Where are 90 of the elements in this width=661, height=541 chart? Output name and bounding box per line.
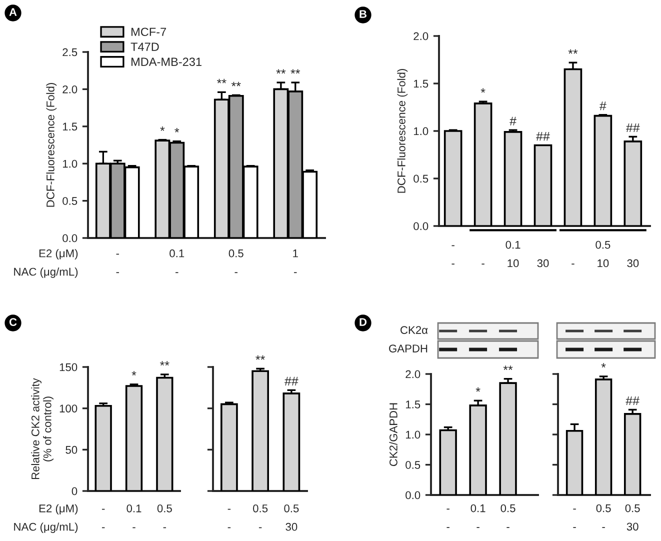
y-tick-label: 2.0: [406, 370, 420, 378]
legend-label: MCF-7: [132, 28, 166, 36]
data-label: *: [480, 88, 486, 93]
chart-title: A: [9, 8, 17, 16]
category-label: 0.5 -: [253, 504, 268, 528]
bar: [504, 131, 522, 226]
category-label: - -: [446, 508, 450, 528]
data-label: **: [503, 366, 513, 370]
y-axis-title: DCF-Fluorescence (Fold): [397, 69, 408, 193]
y-tick-label: 1.5: [414, 80, 428, 88]
chart-title: C: [9, 318, 17, 326]
data-label: **: [276, 69, 286, 74]
bar: [444, 130, 462, 226]
y-axis-title: DCF-Fluorescence (Fold): [46, 83, 57, 207]
legend-label: T47D: [130, 42, 159, 51]
data-label: ##: [284, 376, 298, 386]
y-tick-label: 50: [66, 446, 78, 454]
bar: [156, 376, 174, 491]
x-axis-title: E2 (μM) NAC (μg/mL): [14, 249, 78, 278]
x-tick-label: 30: [537, 259, 549, 268]
y-tick-label: 0.5: [414, 174, 428, 183]
category-label: 0.1 -: [126, 504, 142, 528]
category-label: 0.5 -: [500, 504, 516, 528]
y-tick-label: 0.5: [406, 461, 420, 469]
text: CK2α: [400, 326, 428, 334]
data-label: ##: [626, 123, 640, 132]
y-tick-label: 0.0: [406, 491, 420, 500]
legend-label: MDA-MB-231: [132, 58, 202, 66]
data-label: **: [160, 361, 170, 366]
data-label: *: [160, 126, 165, 131]
data-label: ##: [626, 396, 640, 406]
x-tick-label: 0.5 10: [596, 240, 610, 268]
bar: [469, 404, 487, 495]
x-tick-label: 0.1 10: [506, 240, 520, 268]
y-tick-label: 0.0: [62, 234, 78, 242]
y-tick-label: 2.0: [414, 32, 428, 40]
y-tick-label: 0.5: [62, 197, 78, 205]
y-tick-label: 1.0: [406, 430, 420, 439]
data-label: **: [217, 78, 226, 84]
bar: [534, 144, 552, 226]
text: GAPDH: [389, 344, 428, 352]
category-label: - -: [116, 254, 119, 274]
y-tick-label: 1.0: [62, 160, 78, 168]
x-tick-label: 0.5 30: [625, 504, 640, 531]
bar: [624, 140, 642, 226]
x-axis-title: E2 (μM) NAC (μg/mL): [14, 504, 78, 533]
x-tick-label: 0.5 30: [284, 504, 299, 531]
category-label: - -: [452, 245, 454, 265]
data-label: **: [231, 82, 241, 86]
category-label: 0.5 -: [596, 504, 611, 528]
y-axis-title: CK2/GAPDH: [389, 403, 398, 466]
y-tick-label: 2.0: [62, 85, 78, 94]
data-label: #: [510, 116, 516, 126]
data-label: **: [568, 49, 578, 54]
category-label: - -: [102, 508, 105, 528]
y-tick-label: 100: [60, 404, 78, 412]
bar: [499, 382, 517, 495]
data-label: *: [601, 363, 606, 368]
x-tick-label: -: [572, 264, 574, 265]
x-tick-label: 30: [627, 259, 639, 268]
y-axis-title: Relative CK2 activity (% of control): [31, 378, 54, 480]
y-tick-label: 0.0: [414, 222, 428, 230]
data-label: #: [600, 102, 606, 110]
category-label: 0.1 -: [470, 504, 486, 528]
bar: [94, 404, 112, 491]
category-label: - -: [573, 508, 576, 528]
data-label: *: [174, 128, 180, 132]
y-tick-label: 150: [60, 363, 78, 372]
category-label: 1 -: [293, 250, 298, 274]
y-tick-label: 0: [72, 487, 78, 496]
category-label: 0.1 -: [170, 249, 184, 274]
y-tick-label: 1.5: [62, 122, 78, 131]
category-label: 0.5 -: [228, 249, 244, 274]
chart-title: D: [360, 318, 367, 326]
category-label: - -: [228, 508, 231, 528]
data-label: *: [132, 371, 136, 376]
data-label: **: [256, 355, 265, 360]
y-tick-label: 1.0: [414, 127, 428, 136]
y-tick-label: 1.5: [406, 400, 420, 408]
chart-title: B: [360, 10, 367, 18]
bar: [594, 114, 612, 226]
bar: [474, 102, 492, 226]
data-label: **: [290, 69, 300, 74]
bar: [439, 429, 457, 495]
x-tick-label: -: [482, 264, 484, 265]
bar: [125, 385, 143, 491]
data-label: ##: [536, 132, 550, 141]
y-tick-label: 2.5: [62, 48, 78, 56]
category-label: 0.5 -: [157, 504, 172, 528]
data-label: *: [476, 387, 480, 392]
